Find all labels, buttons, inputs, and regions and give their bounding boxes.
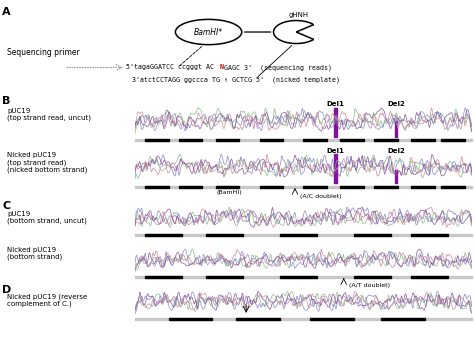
Bar: [206, 234, 243, 236]
Bar: [145, 234, 182, 236]
Text: 3'atctCCTAGG ggccca TG ↑ GCTCG 5'  (nicked template): 3'atctCCTAGG ggccca TG ↑ GCTCG 5' (nicke…: [131, 77, 339, 84]
Bar: [441, 140, 465, 141]
Text: pUC19
(top strand read, uncut): pUC19 (top strand read, uncut): [7, 108, 91, 121]
Bar: [179, 140, 202, 141]
Text: Del1: Del1: [327, 101, 344, 108]
Bar: [411, 186, 435, 188]
Bar: [374, 186, 398, 188]
Text: gHNH: gHNH: [289, 12, 309, 18]
Bar: [145, 140, 169, 141]
Text: B: B: [2, 96, 11, 106]
Bar: [260, 140, 283, 141]
Bar: [260, 186, 283, 188]
Bar: [206, 276, 243, 278]
Text: 5'tagaGGATCC ccgggt AC: 5'tagaGGATCC ccgggt AC: [126, 64, 222, 70]
Text: Del2: Del2: [387, 101, 405, 108]
Bar: [145, 276, 182, 278]
Bar: [145, 186, 169, 188]
Bar: [354, 234, 391, 236]
Text: D: D: [2, 285, 12, 295]
Text: C: C: [2, 201, 10, 211]
Bar: [135, 276, 472, 278]
Bar: [135, 139, 472, 141]
Bar: [135, 234, 472, 236]
Text: N: N: [220, 64, 224, 70]
Bar: [303, 186, 327, 188]
Bar: [135, 318, 472, 320]
Bar: [411, 276, 448, 278]
Bar: [441, 186, 465, 188]
Bar: [236, 318, 280, 320]
Text: Del2: Del2: [387, 148, 405, 154]
Text: Sequencing primer: Sequencing primer: [7, 48, 80, 57]
Bar: [303, 140, 327, 141]
Text: (A/T doublet): (A/T doublet): [349, 283, 390, 288]
Bar: [340, 140, 364, 141]
Text: A: A: [2, 7, 11, 17]
Text: (A/C doublet): (A/C doublet): [300, 194, 341, 199]
Bar: [135, 186, 472, 188]
Bar: [340, 186, 364, 188]
Bar: [280, 234, 317, 236]
Bar: [169, 318, 212, 320]
Text: Nicked pUC19
(top strand read)
(nicked bottom strand): Nicked pUC19 (top strand read) (nicked b…: [7, 152, 88, 173]
Bar: [310, 318, 354, 320]
Bar: [216, 186, 239, 188]
Text: GAGC 3'  (sequencing reads): GAGC 3' (sequencing reads): [224, 64, 332, 71]
Text: pUC19
(bottom strand, uncut): pUC19 (bottom strand, uncut): [7, 211, 87, 224]
Bar: [381, 318, 425, 320]
Bar: [411, 140, 435, 141]
Bar: [280, 276, 317, 278]
Bar: [179, 186, 202, 188]
Bar: [354, 276, 391, 278]
Text: BamHI*: BamHI*: [194, 28, 223, 36]
Bar: [411, 234, 448, 236]
Bar: [216, 140, 239, 141]
Text: (BamHI): (BamHI): [217, 190, 242, 195]
Text: Del1: Del1: [327, 148, 344, 154]
Text: Nicked pUC19
(bottom strand): Nicked pUC19 (bottom strand): [7, 247, 63, 260]
Bar: [374, 140, 398, 141]
Text: Nicked pUC19 (reverse
complement of C.): Nicked pUC19 (reverse complement of C.): [7, 293, 87, 307]
